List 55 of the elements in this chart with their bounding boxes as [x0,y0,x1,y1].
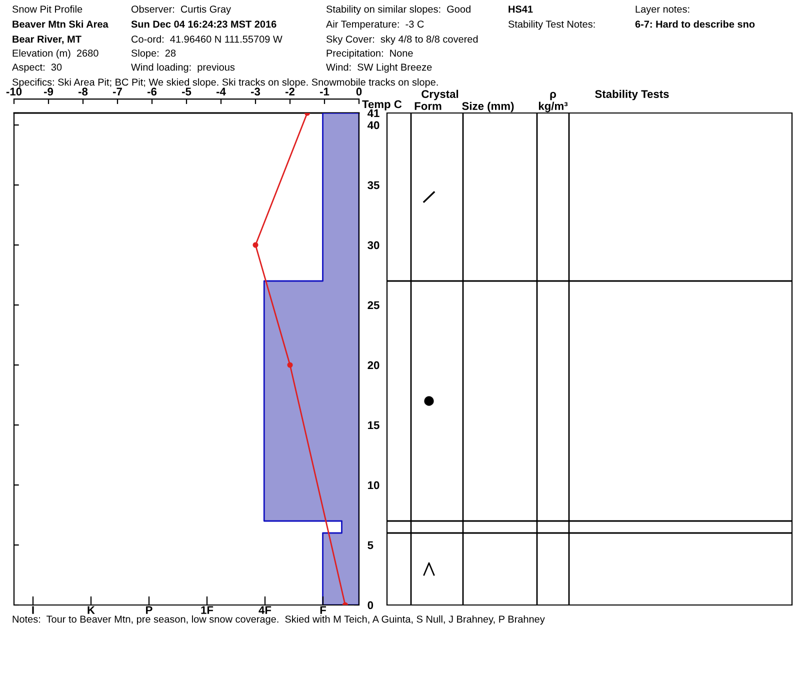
y-tick-label: 15 [368,421,380,430]
text: Stability Test Notes: [508,20,595,30]
text: Layer notes: [636,6,690,15]
text: Wind loading: previous [131,63,235,73]
text: Elevation (m) 2680 [12,49,98,59]
text: Sun Dec 04 16:24:23 MST 2016 [131,20,276,28]
x-tick-label: -4 [216,88,226,96]
y-tick-label: 35 [368,181,380,190]
text: HS41 [508,6,533,13]
x-tick-label: -10 [6,88,22,96]
text: F [320,606,326,614]
text: P [146,606,152,614]
y-tick-label: 41 [368,109,380,118]
text: kg/m³ [538,102,568,112]
x-tick-label: -7 [112,88,122,96]
y-tick-label: 0 [368,601,374,610]
text: ρ [550,92,556,100]
y-tick-label: 10 [368,481,380,490]
text: Aspect: 30 [12,64,62,73]
text: Co-ord: 41.96460 N 111.55709 W [132,35,282,43]
x-axis-title: Temp C [362,100,402,110]
text: Air Temperature: -3 C [326,20,424,30]
x-tick-label: -1 [320,88,330,96]
y-tick-label: 30 [368,241,380,250]
y-tick-label: 25 [368,301,380,310]
text: Beaver Mtn Ski Area [12,20,108,28]
text: Precipitation: None [326,49,413,59]
text: Form [414,102,442,110]
text: Observer: Curtis Gray [131,5,231,15]
x-tick-label: -6 [147,88,157,96]
text: I [32,606,34,614]
text: K [88,606,95,614]
text: 4F [258,606,272,614]
text: 6-7: Hard to describe sno [635,20,755,28]
x-tick-label: -8 [78,88,88,96]
text: Stability on similar slopes: Good [326,5,470,15]
text: Specifics: Ski Area Pit; BC Pit; We skied slope. Ski tracks on slope. Snowmobile tracks on slope. [12,78,438,88]
y-tick-label: 5 [368,541,374,550]
x-tick-label: 0 [356,88,362,96]
text: Crystal [422,90,458,100]
y-tick-label: 20 [368,361,380,370]
text: 1F [201,606,214,614]
text: Bear River, MT [12,35,82,44]
text: Snow Pit Profile [12,5,82,13]
x-tick-label: -5 [182,88,192,96]
text: Stability Tests [595,90,669,100]
x-tick-label: -9 [44,88,54,96]
y-tick-label: 40 [368,121,380,130]
text: Wind: SW Light Breeze [326,63,432,73]
x-tick-label: -2 [285,88,294,96]
text: Size (mm) [462,102,514,112]
x-tick-label: -3 [250,88,260,96]
text: Slope: 28 [131,49,176,59]
text: Sky Cover: sky 4/8 to 8/8 covered [326,35,478,45]
text: Notes: Tour to Beaver Mtn, pre season, low snow coverage. Skied with M Teich, A Guinta, S Null, J Brahney, P Brahney [12,615,545,625]
